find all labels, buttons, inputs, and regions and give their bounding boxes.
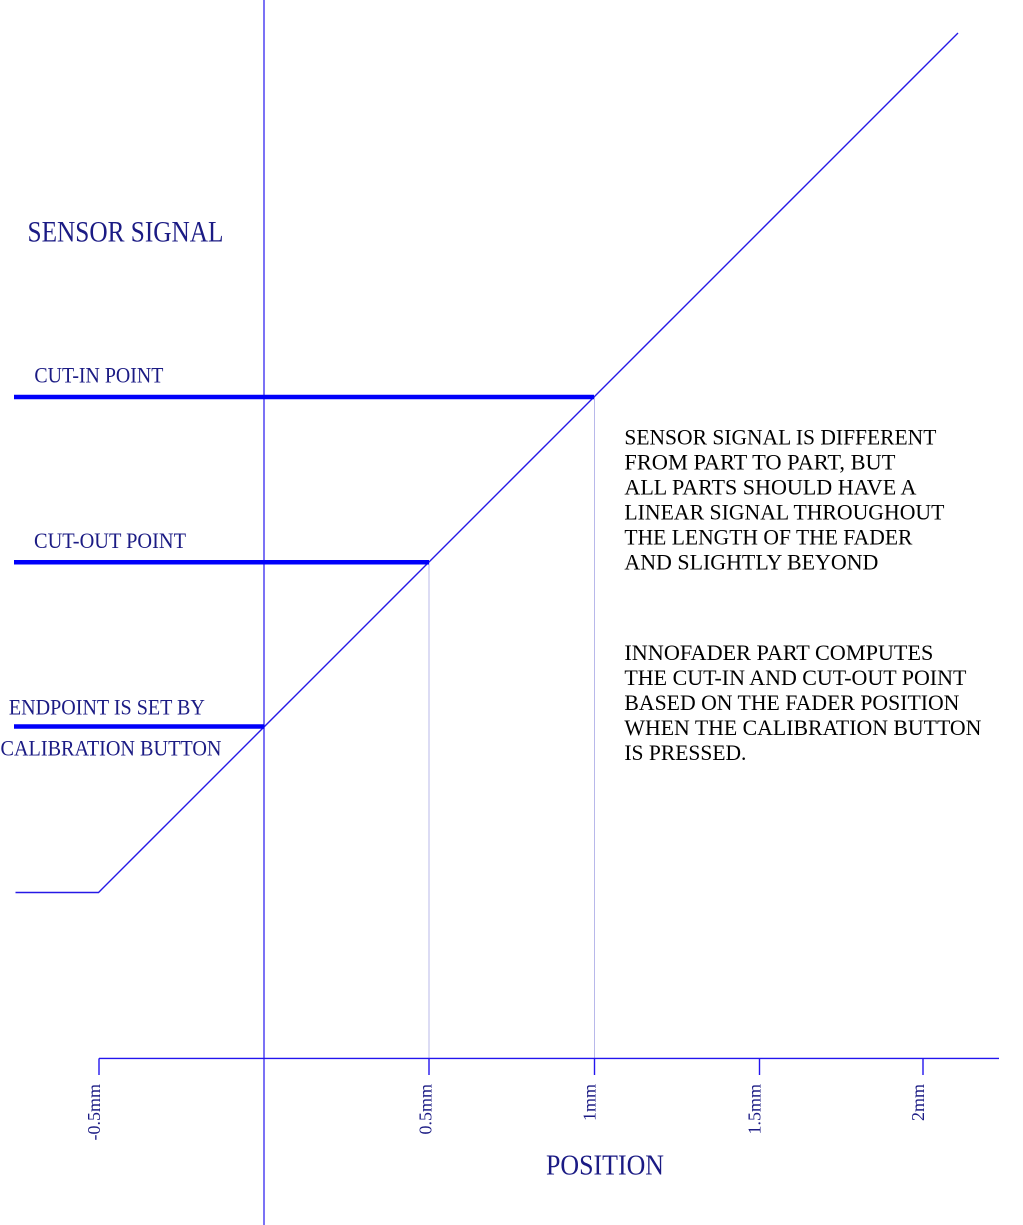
- svg-text:ALL PARTS SHOULD HAVE A: ALL PARTS SHOULD HAVE A: [624, 475, 916, 500]
- svg-text:1.5mm: 1.5mm: [745, 1084, 765, 1135]
- svg-text:ENDPOINT IS SET BY: ENDPOINT IS SET BY: [9, 695, 205, 719]
- svg-text:FROM PART TO PART, BUT: FROM PART TO PART, BUT: [624, 450, 895, 475]
- svg-text:1mm: 1mm: [580, 1084, 600, 1121]
- svg-text:BASED ON THE FADER POSITION: BASED ON THE FADER POSITION: [624, 690, 959, 715]
- svg-text:2mm: 2mm: [908, 1084, 928, 1121]
- svg-text:CALIBRATION BUTTON: CALIBRATION BUTTON: [1, 736, 222, 760]
- svg-text:WHEN THE CALIBRATION BUTTON: WHEN THE CALIBRATION BUTTON: [624, 715, 981, 740]
- svg-text:INNOFADER PART COMPUTES: INNOFADER PART COMPUTES: [624, 640, 933, 665]
- svg-text:SENSOR SIGNAL: SENSOR SIGNAL: [28, 217, 224, 249]
- svg-text:POSITION: POSITION: [546, 1151, 664, 1182]
- svg-text:0.5mm: 0.5mm: [416, 1084, 436, 1135]
- svg-text:LINEAR SIGNAL THROUGHOUT: LINEAR SIGNAL THROUGHOUT: [624, 500, 944, 525]
- svg-text:-0.5mm: -0.5mm: [84, 1084, 104, 1141]
- svg-text:CUT-IN POINT: CUT-IN POINT: [34, 364, 163, 388]
- svg-text:THE CUT-IN AND CUT-OUT POINT: THE CUT-IN AND CUT-OUT POINT: [624, 665, 966, 690]
- svg-text:CUT-OUT POINT: CUT-OUT POINT: [34, 529, 186, 553]
- svg-text:IS PRESSED.: IS PRESSED.: [624, 740, 746, 765]
- svg-text:SENSOR SIGNAL IS DIFFERENT: SENSOR SIGNAL IS DIFFERENT: [624, 425, 936, 450]
- svg-text:THE LENGTH OF THE FADER: THE LENGTH OF THE FADER: [624, 525, 912, 550]
- svg-text:AND SLIGHTLY BEYOND: AND SLIGHTLY BEYOND: [624, 550, 878, 575]
